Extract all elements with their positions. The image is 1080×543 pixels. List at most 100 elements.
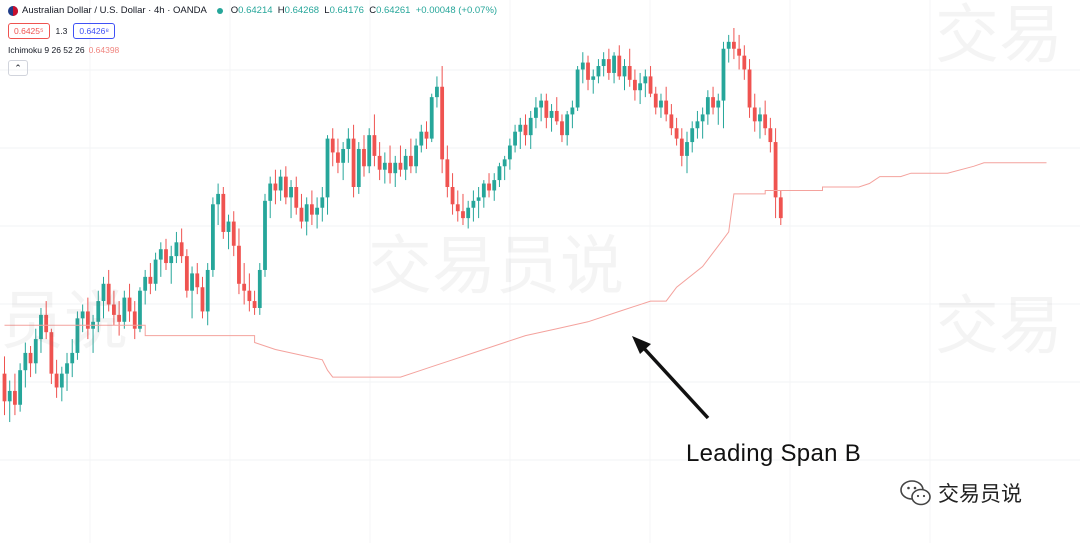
candle-body — [117, 314, 122, 322]
candle — [169, 245, 174, 284]
annotation-label: Leading Span B — [686, 440, 862, 467]
candle — [596, 59, 601, 84]
candles-layer — [2, 28, 783, 423]
candle — [570, 100, 575, 129]
candle — [487, 173, 491, 198]
candle — [575, 66, 580, 111]
candle-body — [336, 152, 340, 163]
candle-body — [211, 204, 215, 270]
candle — [778, 190, 783, 226]
candle — [138, 287, 142, 333]
candle-body — [549, 110, 554, 118]
candle-body — [143, 276, 148, 291]
candle-body — [231, 221, 236, 246]
candle — [80, 304, 85, 333]
candle-body — [75, 318, 80, 353]
candle — [450, 173, 455, 215]
candle-body — [679, 138, 684, 156]
candle — [174, 231, 179, 264]
candle — [721, 41, 726, 129]
candle — [112, 290, 116, 326]
candle — [263, 193, 267, 277]
candle — [726, 34, 731, 63]
candle-body — [2, 373, 7, 402]
candle-body — [492, 180, 497, 191]
candle-body — [752, 107, 757, 122]
candle — [440, 66, 445, 174]
symbol-title[interactable]: Australian Dollar / U.S. Dollar · 4h · O… — [22, 5, 207, 16]
candle-body — [523, 124, 528, 136]
candle-body — [28, 352, 33, 364]
ohlc-values: O0.64214 H0.64268 L0.64176 C0.64261 +0.0… — [230, 5, 498, 16]
candle — [7, 380, 12, 423]
candle — [273, 169, 278, 205]
candle — [184, 249, 189, 298]
candle — [633, 69, 637, 101]
chevron-up-icon[interactable]: ⌃ — [8, 60, 28, 76]
candle — [403, 148, 408, 181]
candle — [534, 97, 538, 129]
currency-flag-icon — [8, 5, 18, 16]
candle-body — [59, 373, 64, 388]
candle — [106, 269, 111, 312]
candle — [59, 366, 64, 402]
candle — [132, 301, 137, 340]
candle — [211, 197, 215, 277]
candle-body — [481, 183, 486, 198]
candle-body — [539, 100, 544, 108]
candle — [565, 110, 570, 146]
candle-body — [591, 76, 596, 80]
candle — [763, 100, 768, 136]
candle-body — [612, 55, 616, 73]
candle-body — [304, 204, 309, 222]
candle-body — [580, 62, 585, 70]
candle — [643, 69, 648, 98]
candle-body — [528, 117, 533, 136]
candle-body — [768, 128, 773, 143]
candle-body — [659, 100, 663, 108]
candle-body — [237, 245, 241, 284]
watermark: 交易 — [935, 290, 1063, 364]
candle — [247, 273, 252, 312]
candle-body — [132, 311, 137, 329]
candle-body — [461, 211, 465, 219]
candle-body — [414, 145, 418, 167]
candle-body — [377, 155, 382, 170]
candle-body — [705, 97, 710, 115]
candle-body — [85, 311, 90, 329]
candle — [122, 290, 127, 329]
candle-body — [49, 332, 54, 374]
candle — [408, 138, 413, 174]
candle — [101, 276, 106, 319]
candle-body — [565, 114, 570, 136]
candle — [580, 52, 585, 84]
candle — [716, 93, 721, 125]
candle — [659, 93, 663, 118]
candle — [18, 363, 23, 412]
candle-body — [476, 197, 481, 201]
indicator-legend[interactable]: Ichimoku 9 26 52 26 0.64398 — [8, 45, 119, 55]
candle-body — [627, 66, 632, 80]
candle — [732, 28, 736, 60]
candle — [346, 128, 351, 163]
candle-body — [242, 283, 247, 291]
candle — [216, 183, 221, 226]
candle-body — [617, 55, 622, 77]
buy-price-button[interactable]: 0.6426⁸ — [73, 23, 115, 39]
candle — [320, 187, 325, 222]
brand-text: 交易员说 — [938, 482, 1022, 506]
candle-body — [325, 138, 330, 198]
candle — [85, 297, 90, 340]
market-open-status-icon — [216, 7, 223, 14]
indicator-value: 0.64398 — [88, 45, 120, 55]
wechat-icon — [900, 480, 931, 506]
candle — [164, 238, 168, 270]
candle — [461, 193, 465, 226]
candle — [393, 155, 398, 187]
sell-price-button[interactable]: 0.6425⁵ — [8, 23, 50, 39]
candle-body — [39, 314, 43, 340]
candle — [304, 197, 309, 236]
candle-body — [18, 370, 23, 405]
candle — [737, 34, 742, 70]
